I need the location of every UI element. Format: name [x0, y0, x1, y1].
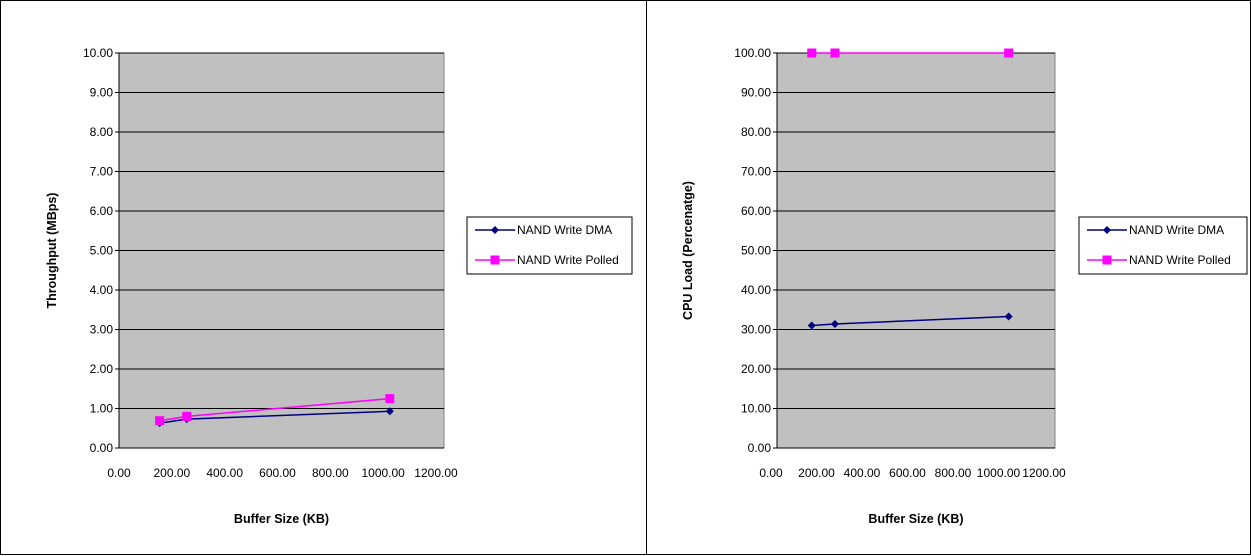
- data-point: [1004, 312, 1013, 321]
- y-tick-label: 40.00: [741, 283, 771, 297]
- y-axis-title: CPU Load (Percenatge): [681, 181, 695, 320]
- x-tick-label: 1200.00: [414, 466, 458, 480]
- legend-marker: [490, 255, 500, 265]
- data-point: [807, 48, 817, 58]
- data-point: [385, 394, 395, 404]
- cpu-load-chart-panel: 0.00 10.00 20.00 30.00 40.00 50.00 60.00 70.00 8…: [646, 0, 1251, 555]
- y-tick-label: 5.00: [90, 244, 114, 258]
- y-tick-label: 70.00: [741, 165, 771, 179]
- x-tick-label: 600.00: [259, 466, 296, 480]
- data-point: [807, 321, 816, 330]
- legend-marker: [491, 226, 499, 234]
- legend: NAND Write DMA NAND Write Polled: [466, 216, 633, 275]
- x-axis-title: Buffer Size (KB): [868, 512, 963, 526]
- y-tick-label: 0.00: [748, 441, 772, 455]
- data-point: [182, 411, 192, 421]
- data-point: [155, 416, 165, 426]
- data-point: [1004, 48, 1014, 58]
- legend: NAND Write DMA NAND Write Polled: [1078, 216, 1248, 275]
- legend-entry: NAND Write DMA: [1087, 223, 1224, 237]
- data-point: [385, 407, 394, 416]
- x-tick-label: 400.00: [206, 466, 243, 480]
- y-tick-label: 30.00: [741, 323, 771, 337]
- y-tick-label: 0.00: [90, 441, 114, 455]
- x-tick-label: 800.00: [935, 466, 972, 480]
- x-tick-label: 1200.00: [1022, 466, 1066, 480]
- legend-entry: NAND Write Polled: [1087, 253, 1231, 267]
- y-tick-label: 100.00: [734, 46, 771, 60]
- x-tick-label: 1000.00: [977, 466, 1021, 480]
- y-tick-label: 1.00: [90, 402, 114, 416]
- series-nand-write-dma: [807, 312, 1013, 330]
- x-tick-label: 1000.00: [361, 466, 405, 480]
- x-tick-label: 200.00: [798, 466, 835, 480]
- y-tick-label: 6.00: [90, 204, 114, 218]
- y-tick-label: 10.00: [741, 402, 771, 416]
- x-tick-label: 0.00: [107, 466, 131, 480]
- y-axis-title: Throughput (MBps): [45, 193, 59, 309]
- y-tick-label: 20.00: [741, 362, 771, 376]
- legend-label: NAND Write Polled: [517, 253, 619, 267]
- legend-entry: NAND Write Polled: [475, 253, 619, 267]
- y-tick-label: 80.00: [741, 125, 771, 139]
- y-tick-label: 2.00: [90, 362, 114, 376]
- throughput-chart-panel: 0.00 1.00 2.00 3.00 4.00 5.00 6.00 7.00 8.00 9.00…: [0, 0, 647, 555]
- x-tick-label: 200.00: [153, 466, 190, 480]
- y-tick-label: 60.00: [741, 204, 771, 218]
- cpu-load-chart: 0.00 10.00 20.00 30.00 40.00 50.00 60.00 70.00 8…: [681, 46, 1248, 526]
- legend-label: NAND Write Polled: [1129, 253, 1231, 267]
- y-tick-label: 90.00: [741, 86, 771, 100]
- x-tick-label: 800.00: [312, 466, 349, 480]
- legend-entry: NAND Write DMA: [475, 223, 612, 237]
- throughput-chart: 0.00 1.00 2.00 3.00 4.00 5.00 6.00 7.00 8.00 9.00…: [45, 46, 633, 526]
- data-point: [830, 48, 840, 58]
- y-tick-label: 3.00: [90, 323, 114, 337]
- y-tick-label: 10.00: [83, 46, 113, 60]
- legend-label: NAND Write DMA: [1129, 223, 1224, 237]
- x-tick-label: 0.00: [759, 466, 783, 480]
- series-nand-write-polled: [807, 48, 1014, 58]
- y-tick-label: 50.00: [741, 244, 771, 258]
- y-tick-label: 4.00: [90, 283, 114, 297]
- legend-marker: [1103, 226, 1111, 234]
- x-axis-title: Buffer Size (KB): [234, 512, 329, 526]
- series-nand-write-polled: [155, 394, 395, 426]
- y-tick-label: 8.00: [90, 125, 114, 139]
- y-tick-label: 9.00: [90, 86, 114, 100]
- y-tick-label: 7.00: [90, 165, 114, 179]
- legend-label: NAND Write DMA: [517, 223, 612, 237]
- legend-marker: [1102, 255, 1112, 265]
- data-point: [830, 319, 839, 328]
- x-tick-label: 400.00: [844, 466, 881, 480]
- x-tick-label: 600.00: [889, 466, 926, 480]
